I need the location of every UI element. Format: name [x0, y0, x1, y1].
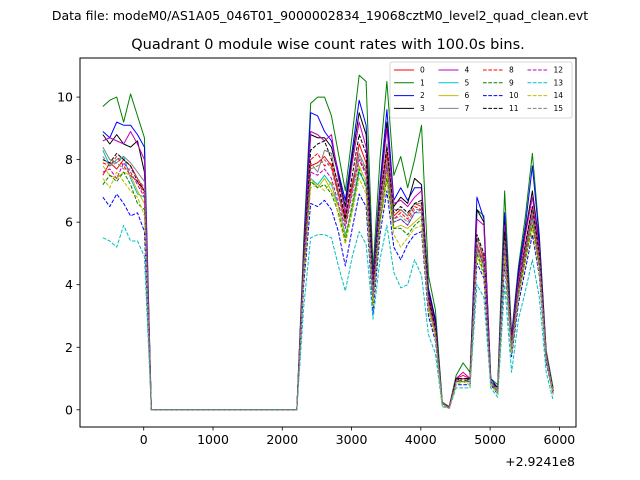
y-tick-label: 6 [65, 215, 73, 230]
series-line-1 [102, 74, 554, 411]
legend-label-2: 2 [420, 91, 425, 100]
y-tick-label: 2 [65, 340, 73, 355]
data-file-label: Data file: modeM0/AS1A05_046T01_90000028… [52, 8, 588, 23]
y-tick-label: 10 [57, 90, 73, 105]
legend-label-9: 9 [509, 78, 514, 87]
legend-label-13: 13 [554, 78, 564, 87]
x-tick-label: 6000 [543, 432, 575, 447]
legend-label-3: 3 [420, 104, 425, 113]
chart-title: Quadrant 0 module wise count rates with … [131, 37, 525, 53]
x-tick-label: 4000 [405, 432, 437, 447]
legend-label-15: 15 [554, 104, 564, 113]
legend-box [389, 61, 573, 119]
x-tick-label: 2000 [266, 432, 298, 447]
x-tick-label: 0 [140, 432, 148, 447]
y-tick-label: 4 [65, 277, 73, 292]
legend-label-8: 8 [509, 66, 514, 75]
legend-label-11: 11 [509, 104, 519, 113]
axes-frame [79, 57, 577, 428]
x-tick-label: 1000 [197, 432, 229, 447]
series-line-14 [102, 171, 554, 411]
x-offset-label: +2.9241e8 [505, 454, 575, 469]
legend-label-5: 5 [465, 78, 470, 87]
legend-label-1: 1 [420, 78, 425, 87]
legend-label-7: 7 [465, 104, 470, 113]
legend-label-4: 4 [465, 66, 470, 75]
y-tick-label: 0 [65, 402, 73, 417]
legend-label-10: 10 [509, 91, 519, 100]
y-axis-ticks: 0 2 4 6 8 10 [57, 90, 80, 417]
x-tick-label: 3000 [336, 432, 368, 447]
y-tick-label: 8 [65, 152, 73, 167]
series-line-4 [102, 121, 554, 411]
x-axis-ticks: 0 1000 2000 3000 4000 5000 6000 [140, 427, 575, 447]
x-tick-label: 5000 [474, 432, 506, 447]
series-line-11 [102, 134, 554, 411]
legend-label-6: 6 [465, 91, 470, 100]
series-group [102, 74, 554, 411]
legend-label-0: 0 [420, 66, 425, 75]
plot-area [102, 74, 554, 411]
legend-label-12: 12 [554, 66, 564, 75]
legend-label-14: 14 [554, 91, 564, 100]
series-line-15 [102, 156, 554, 411]
